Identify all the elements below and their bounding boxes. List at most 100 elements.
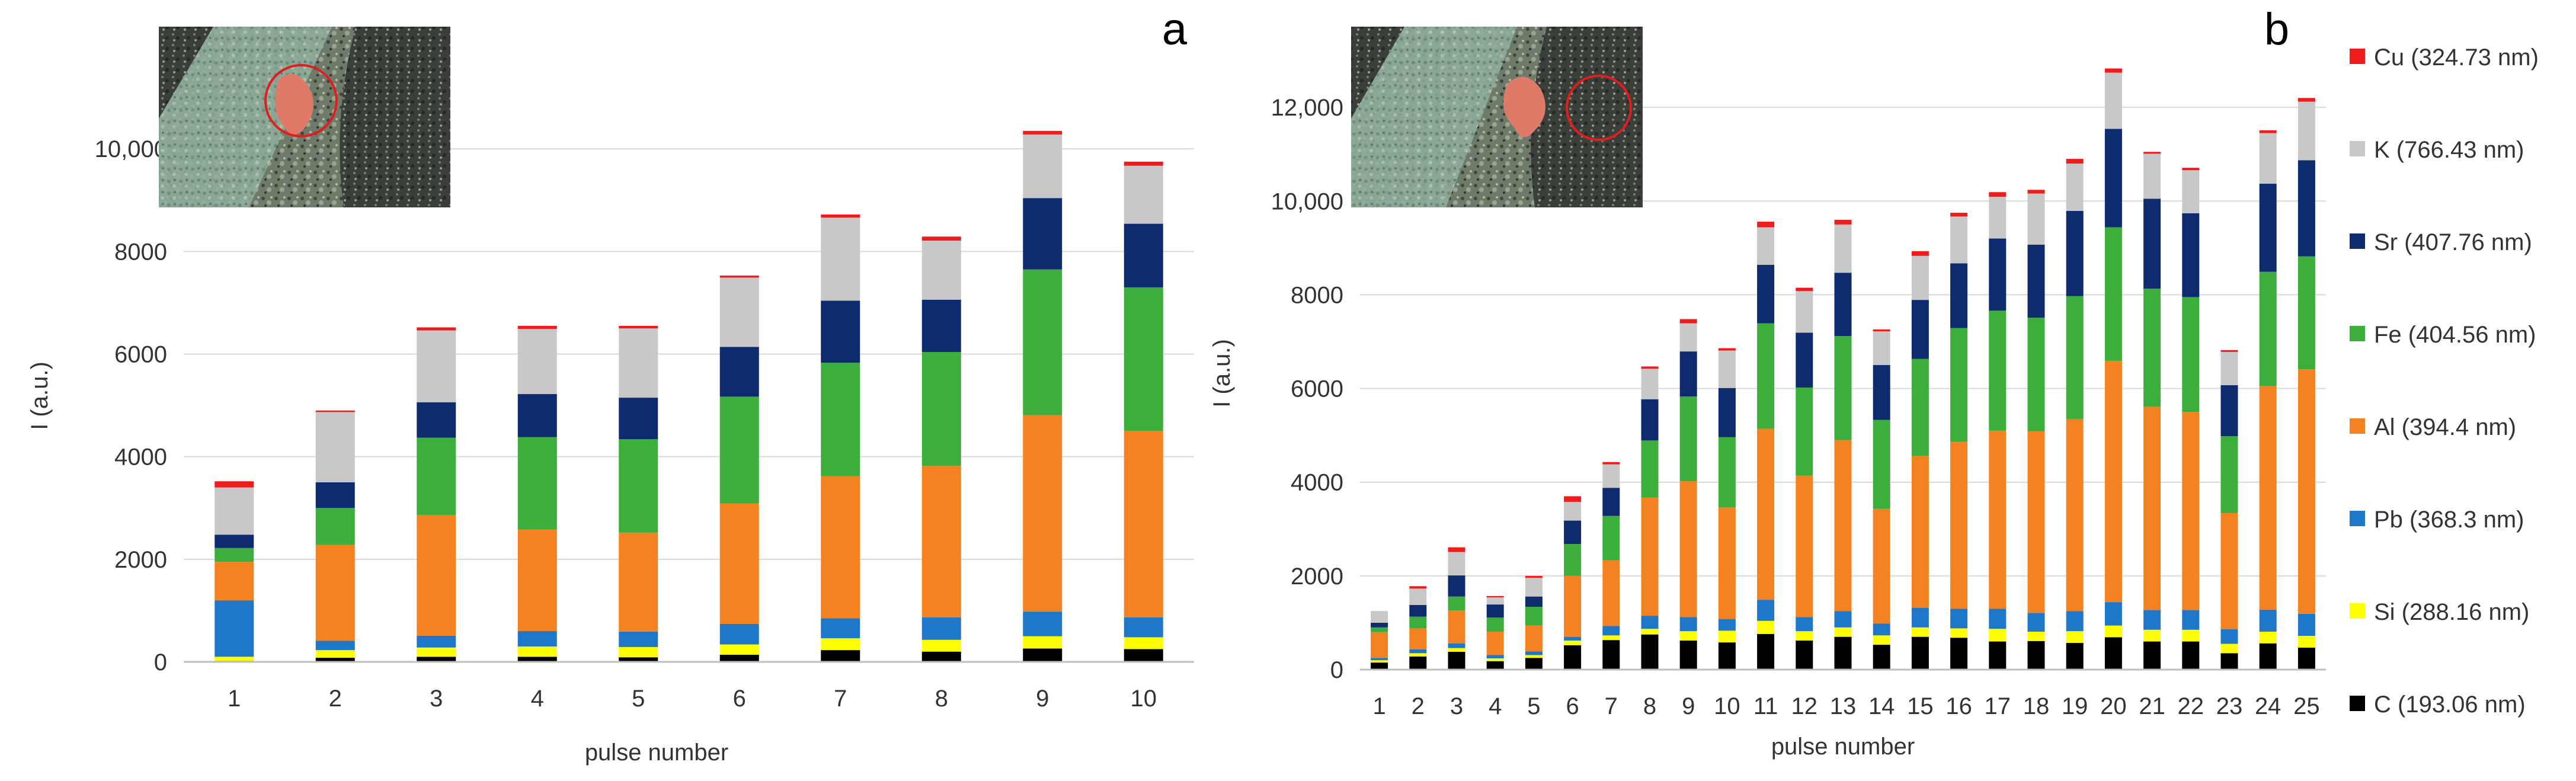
x-tick-label: 25 (2293, 693, 2320, 719)
bar-segment (1950, 216, 1968, 264)
bar-segment (1023, 415, 1063, 612)
bar-segment (1525, 607, 1543, 626)
bar-segment (2297, 101, 2315, 161)
bar-segment (2259, 130, 2277, 133)
y-tick-label: 4000 (1291, 470, 1343, 496)
bar-segment (215, 600, 254, 657)
x-tick-label: 15 (1907, 693, 1934, 719)
bar-segment (517, 646, 557, 657)
bar-segment (417, 657, 456, 662)
y-tick-label: 4000 (114, 444, 167, 470)
bar-segment (215, 657, 254, 661)
x-tick-label: 6 (1566, 693, 1579, 719)
bar-segment (2259, 133, 2277, 184)
x-axis-title-b: pulse number (1771, 734, 1915, 760)
bar-segment (1124, 617, 1163, 638)
bar-segment (2027, 613, 2045, 632)
x-tick-label: 5 (1527, 693, 1540, 719)
bar-segment (2220, 436, 2238, 513)
bar-segment (1950, 328, 1968, 442)
bar-segment (1718, 619, 1736, 631)
bar-segment (2104, 227, 2122, 361)
bar-segment (1564, 636, 1582, 641)
bar-segment (517, 437, 557, 530)
bar-segment (2104, 129, 2122, 228)
bar-segment (2066, 611, 2084, 632)
y-tick-label: 0 (154, 649, 167, 676)
bar-segment (2220, 513, 2238, 629)
legend-swatch (2350, 696, 2365, 711)
bar-segment (1641, 399, 1659, 441)
bar-segment (2104, 72, 2122, 129)
bar-segment (215, 487, 254, 535)
bar-segment (2143, 641, 2161, 670)
panel-label-b: b (2264, 4, 2289, 55)
legend-label: C (193.06 nm) (2374, 692, 2526, 718)
bar-segment (1486, 631, 1504, 655)
bar-segment (1525, 578, 1543, 597)
bar-segment (215, 481, 254, 488)
bar-segment (1486, 604, 1504, 618)
bar-segment (2027, 193, 2045, 245)
x-tick-label: 23 (2216, 693, 2243, 719)
bar-segment (1486, 658, 1504, 661)
bar-segment (1757, 222, 1775, 228)
bar-segment (1371, 622, 1388, 628)
bar-segment (2182, 610, 2200, 630)
bar-segment (1873, 508, 1890, 624)
bar-segment (1409, 604, 1427, 617)
bar-segment (1679, 323, 1697, 352)
bar-segment (1641, 629, 1659, 635)
bar-segment (921, 236, 961, 241)
bar-segment (719, 277, 759, 347)
bar-segment (821, 476, 860, 619)
bar-segment (215, 534, 254, 548)
bar-segment (2297, 369, 2315, 614)
bar-segment (1602, 462, 1620, 465)
x-tick-label: 24 (2255, 693, 2281, 719)
bar-segment (2182, 641, 2200, 670)
bar-segment (1718, 348, 1736, 351)
bar-segment (315, 508, 355, 545)
bar-segment (517, 529, 557, 632)
bar-segment (2104, 625, 2122, 638)
x-tick-label: 17 (1985, 693, 2011, 719)
bar-segment (417, 515, 456, 636)
bar-segment (1989, 238, 2007, 311)
bar-segment (1564, 575, 1582, 637)
bar-segment (619, 439, 658, 533)
bar-segment (719, 503, 759, 624)
bar-segment (1679, 481, 1697, 617)
y-tick-label: 8000 (114, 239, 167, 265)
bar-segment (921, 639, 961, 652)
bar-segment (719, 623, 759, 645)
bar-segment (2143, 199, 2161, 289)
bar-segment (921, 466, 961, 617)
bar-segment (2066, 164, 2084, 211)
bar-segment (1718, 350, 1736, 388)
x-tick-label: 1 (228, 686, 241, 712)
bar-segment (1834, 273, 1852, 337)
x-tick-label: 8 (935, 686, 948, 712)
x-tick-label: 4 (531, 686, 544, 712)
bar-segment (1873, 635, 1890, 645)
bar-segment (2182, 213, 2200, 297)
bar-segment (619, 398, 658, 440)
bar-segment (921, 352, 961, 466)
bar-segment (1409, 653, 1427, 657)
x-tick-label: 21 (2139, 693, 2165, 719)
bar-segment (2143, 629, 2161, 642)
x-tick-labels-a: 1 2 3 4 5 6 7 8 9 10 (228, 686, 1157, 712)
bar-segment (2027, 641, 2045, 670)
bars-a (215, 130, 1163, 662)
bar-segment (1911, 255, 1929, 300)
bar-segment (1911, 607, 1929, 628)
bar-segment (2259, 386, 2277, 610)
legend-swatch (2350, 418, 2365, 434)
bar-segment (821, 638, 860, 651)
bar-segment (1124, 649, 1163, 662)
bar-segment (1409, 649, 1427, 654)
bar-segment (417, 327, 456, 331)
bar-segment (1486, 661, 1504, 670)
bar-segment (1796, 640, 1813, 670)
